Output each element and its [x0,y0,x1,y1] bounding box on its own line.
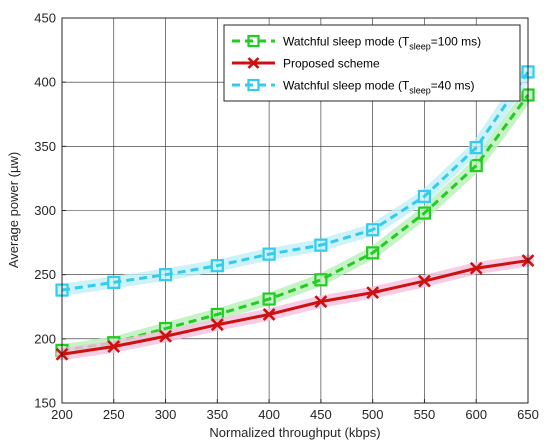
square-marker [107,275,121,289]
x-marker [159,329,172,343]
legend-label-subscript: sleep [409,86,431,96]
square-marker [262,292,276,306]
x-marker-stroke [469,261,483,275]
square-marker [469,141,483,155]
x-marker-stroke [314,295,328,309]
square-marker [158,268,173,282]
y-tick-label: 450 [34,11,56,26]
x-marker-stroke [262,308,276,321]
x-marker [107,340,121,353]
x-marker-stroke [366,286,380,300]
y-axis-ticks: 150 200 250 300 350 400 450 [34,11,66,411]
x-marker-stroke [210,318,224,332]
y-tick-label: 400 [34,75,56,90]
x-marker [262,308,276,321]
x-marker [366,286,380,300]
x-tick-label: 500 [362,407,384,422]
legend: Watchful sleep mode (Tsleep=100 ms)Propo… [223,24,521,102]
y-tick-label: 150 [34,396,56,411]
square-marker [247,78,260,92]
x-tick-label: 250 [103,407,125,422]
series-1 [55,254,535,361]
x-marker [247,57,260,69]
y-tick-label: 350 [34,139,56,154]
y-tick-label: 250 [34,267,56,282]
series-line [61,71,530,292]
series-2 [55,65,535,297]
x-tick-label: 600 [465,407,487,422]
square-marker [314,238,328,252]
x-marker-stroke [418,274,431,288]
square-marker [366,223,380,237]
x-axis-label: Normalized throughput (kbps) [209,425,380,440]
x-tick-label: 650 [517,407,539,422]
legend-item-1: Proposed scheme [232,57,380,71]
x-marker [210,318,224,332]
legend-label-rest: =40 ms) [431,79,475,93]
x-marker [314,295,328,309]
legend-label: Proposed scheme [283,57,380,71]
legend-item-2: Watchful sleep mode (Tsleep=40 ms) [232,79,474,96]
square-marker [417,206,432,220]
x-marker [469,261,483,275]
x-marker [418,274,431,288]
x-marker-stroke [247,57,260,69]
square-marker [262,247,276,261]
legend-label: Watchful sleep mode (Tsleep=40 ms) [283,79,474,96]
x-tick-label: 350 [206,407,228,422]
y-tick-label: 300 [34,203,56,218]
square-marker [210,259,224,273]
x-tick-label: 300 [155,407,177,422]
square-marker [469,158,483,173]
x-tick-label: 400 [258,407,280,422]
x-marker-stroke [107,340,121,353]
series-line [61,259,529,356]
legend-label-subscript: sleep [409,42,431,52]
square-marker [366,246,380,260]
y-axis-label: Average power (µw) [6,152,21,268]
x-tick-label: 450 [310,407,332,422]
legend-label: Watchful sleep mode (Tsleep=100 ms) [283,35,481,52]
legend-label-main: Proposed scheme [283,57,380,71]
x-tick-label: 550 [414,407,436,422]
legend-label-main: Watchful sleep mode (T [283,79,410,93]
y-tick-label: 200 [34,331,56,346]
x-tick-label: 200 [51,407,73,422]
legend-item-0: Watchful sleep mode (Tsleep=100 ms) [232,35,481,52]
square-marker [314,273,328,287]
x-axis-ticks: 200 250 300 350 400 450 500 550 600 650 [51,399,539,422]
x-marker-stroke [159,329,172,343]
square-marker [417,189,432,203]
square-marker [247,34,260,48]
legend-label-main: Watchful sleep mode (T [283,35,410,49]
legend-label-rest: =100 ms) [431,35,481,49]
